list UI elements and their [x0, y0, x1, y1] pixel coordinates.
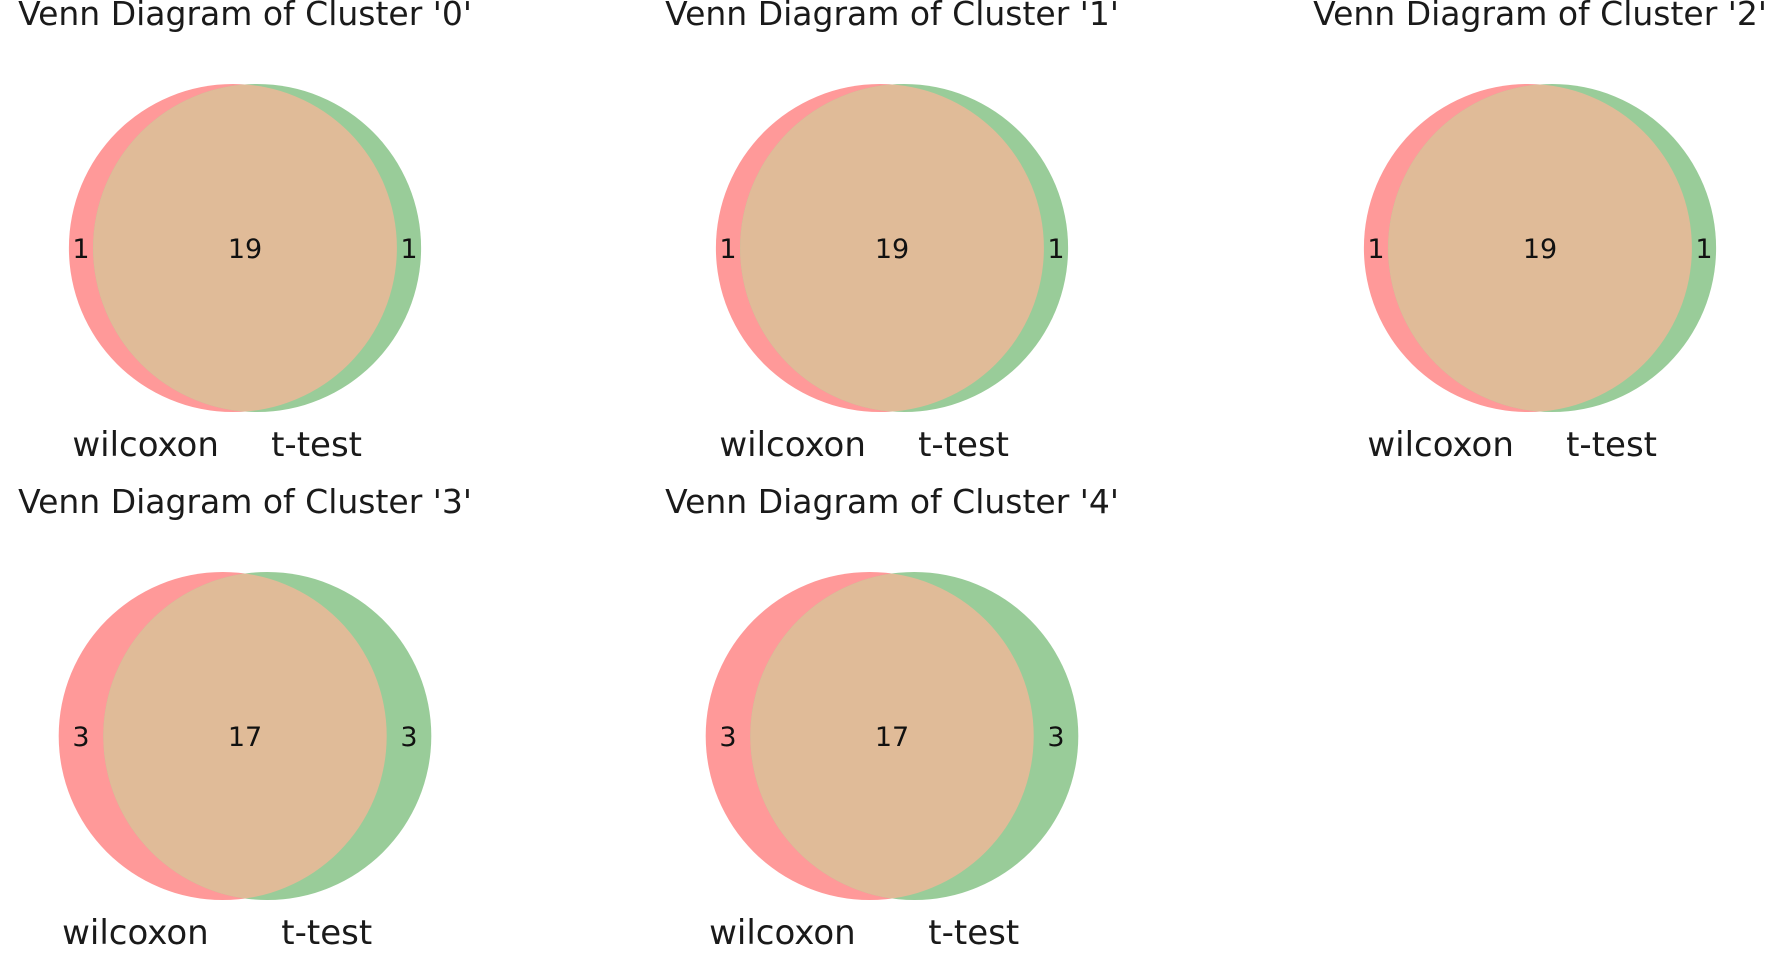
venn-label-wilcoxon: wilcoxon [72, 425, 219, 465]
venn-label-wilcoxon: wilcoxon [719, 425, 866, 465]
venn-panel-4: Venn Diagram of Cluster '4' 3 17 3 wilcoxon t… [665, 482, 1119, 953]
venn-count-t-test-only: 3 [1047, 722, 1064, 753]
venn-label-t-test: t-test [928, 913, 1019, 953]
venn-panel-1: Venn Diagram of Cluster '1' 1 19 1 wilcoxon t… [665, 0, 1119, 465]
venn-panel-3: Venn Diagram of Cluster '3' 3 17 3 wilcoxon t… [18, 482, 472, 953]
venn-count-t-test-only: 1 [1695, 234, 1712, 265]
venn-count-t-test-only: 1 [1047, 234, 1064, 265]
venn-title: Venn Diagram of Cluster '0' [18, 0, 472, 33]
venn-label-wilcoxon: wilcoxon [709, 913, 856, 953]
venn-overlap [740, 84, 1044, 412]
venn-panel-2: Venn Diagram of Cluster '2' 1 19 1 wilcoxon t… [1313, 0, 1767, 465]
venn-count-wilcoxon-only: 3 [719, 722, 736, 753]
venn-count-wilcoxon-only: 1 [719, 234, 736, 265]
venn-title: Venn Diagram of Cluster '2' [1313, 0, 1767, 33]
venn-overlap [1388, 84, 1692, 412]
venn-count-wilcoxon-only: 3 [72, 722, 89, 753]
venn-label-wilcoxon: wilcoxon [1367, 425, 1514, 465]
venn-label-t-test: t-test [281, 913, 372, 953]
venn-count-t-test-only: 1 [400, 234, 417, 265]
venn-overlap [103, 572, 387, 900]
venn-label-t-test: t-test [1566, 425, 1657, 465]
venn-count-t-test-only: 3 [400, 722, 417, 753]
venn-label-wilcoxon: wilcoxon [62, 913, 209, 953]
venn-overlap [750, 572, 1034, 900]
venn-count-both: 17 [228, 722, 262, 753]
venn-count-both: 17 [875, 722, 909, 753]
venn-title: Venn Diagram of Cluster '3' [18, 482, 472, 521]
venn-label-t-test: t-test [271, 425, 362, 465]
venn-count-wilcoxon-only: 1 [72, 234, 89, 265]
venn-panel-0: Venn Diagram of Cluster '0' 1 19 1 wilcoxon t… [18, 0, 472, 465]
venn-title: Venn Diagram of Cluster '4' [665, 482, 1119, 521]
venn-overlap [93, 84, 397, 412]
venn-count-both: 19 [1523, 234, 1557, 265]
venn-count-both: 19 [228, 234, 262, 265]
venn-count-wilcoxon-only: 1 [1367, 234, 1384, 265]
venn-count-both: 19 [875, 234, 909, 265]
venn-label-t-test: t-test [918, 425, 1009, 465]
venn-title: Venn Diagram of Cluster '1' [665, 0, 1119, 33]
